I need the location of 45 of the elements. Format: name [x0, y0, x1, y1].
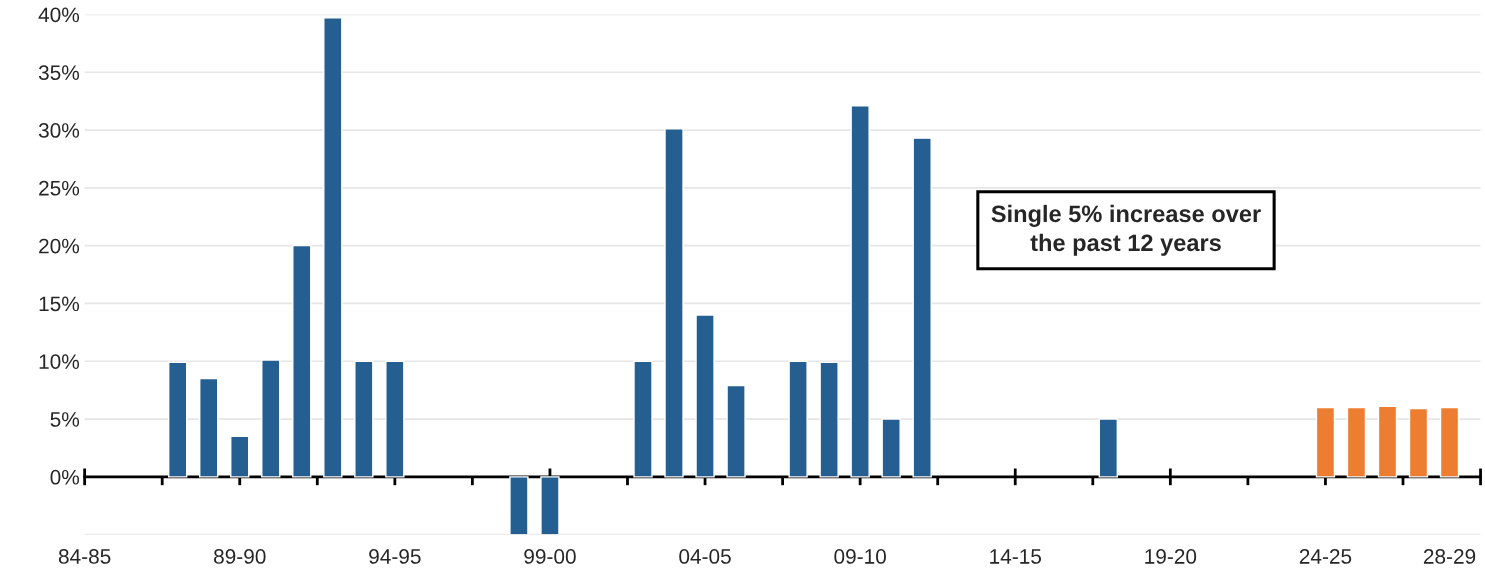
bar — [819, 361, 839, 478]
y-tick-label: 20% — [39, 238, 80, 254]
y-tick-label: 10% — [39, 354, 80, 369]
y-tick-label: 0% — [50, 469, 80, 485]
bar — [881, 418, 901, 478]
bar — [261, 359, 281, 478]
bar — [1315, 406, 1336, 478]
bar — [1439, 406, 1460, 478]
x-tick-label: 19-20 — [1145, 549, 1197, 564]
bar — [168, 361, 188, 478]
annotation: Single 5% increase over the past 12 years — [991, 204, 1261, 256]
y-tick-label: 5% — [50, 412, 80, 427]
bar — [695, 314, 715, 478]
bar — [323, 17, 343, 478]
bar — [850, 105, 870, 478]
y-tick-label: 30% — [38, 123, 80, 138]
bar — [1408, 407, 1429, 478]
bar — [633, 360, 653, 478]
bar — [199, 377, 219, 478]
x-tick-label: 89-90 — [214, 549, 266, 564]
y-tick-label: 25% — [39, 180, 80, 196]
bar — [664, 128, 684, 478]
bar — [1377, 405, 1398, 478]
bar — [230, 435, 250, 478]
bar — [509, 476, 529, 535]
x-tick-label: 99-00 — [524, 549, 576, 564]
x-tick-label: 04-05 — [679, 549, 731, 564]
x-tick-label: 28-29 — [1423, 549, 1476, 564]
bar — [912, 137, 932, 478]
bar — [788, 360, 808, 478]
bar — [292, 244, 312, 478]
bar — [540, 476, 560, 535]
x-tick-label: 14-15 — [990, 549, 1042, 564]
bar — [354, 360, 374, 478]
y-tick-label: 40% — [38, 7, 80, 23]
y-tick-label: 35% — [38, 65, 80, 80]
x-tick-label: 84-85 — [58, 549, 111, 564]
bar — [1346, 406, 1367, 478]
bar — [726, 384, 746, 478]
x-tick-label: 24-25 — [1299, 549, 1352, 564]
x-tick-label: 94-95 — [369, 549, 421, 564]
x-tick-label: 09-10 — [834, 549, 886, 564]
y-tick-label: 15% — [39, 296, 80, 312]
bar — [385, 360, 405, 478]
bar — [1098, 418, 1118, 478]
